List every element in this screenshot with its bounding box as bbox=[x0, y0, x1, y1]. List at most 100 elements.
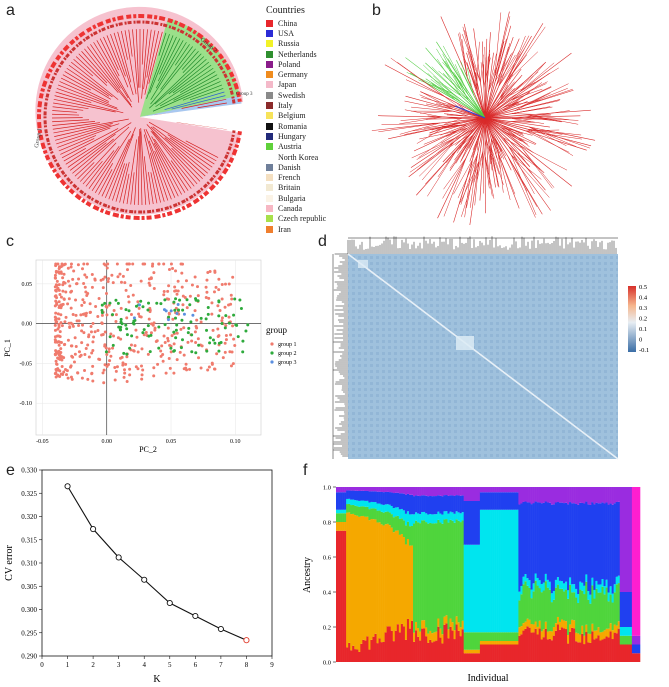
ancestry-segment bbox=[392, 508, 396, 518]
scatter-point bbox=[178, 298, 182, 302]
ancestry-segment bbox=[392, 493, 396, 509]
tree-branch bbox=[466, 153, 478, 209]
ancestry-segment bbox=[528, 580, 531, 588]
ancestry-segment bbox=[536, 487, 539, 503]
ancestry-segment bbox=[488, 492, 491, 510]
axis-ticks: -0.05 0.00 0.05 0.100.050.00-0.05-0.10 bbox=[20, 282, 241, 445]
scatter-point bbox=[54, 269, 58, 273]
tree-branch bbox=[505, 128, 530, 147]
legend-item: USA bbox=[262, 28, 342, 38]
ancestry-segment bbox=[625, 644, 629, 662]
ancestry-segment bbox=[364, 506, 367, 517]
ancestry-segment bbox=[550, 487, 554, 505]
tree-branch bbox=[510, 81, 548, 101]
ancestry-segment bbox=[498, 487, 501, 493]
tree-branch bbox=[164, 137, 208, 174]
x-tick-label: 9 bbox=[270, 661, 274, 669]
ancestry-segment bbox=[599, 584, 602, 593]
scatter-point bbox=[220, 322, 224, 326]
tree-branch bbox=[511, 113, 552, 116]
ancestry-segment bbox=[538, 628, 541, 662]
ancestry-segment bbox=[410, 494, 414, 515]
tree-branch bbox=[468, 135, 476, 149]
tree-branch bbox=[55, 91, 92, 103]
scatter-point bbox=[140, 377, 144, 381]
tree-branch bbox=[168, 61, 210, 95]
scatter-point bbox=[54, 350, 58, 354]
tree-branch bbox=[174, 44, 190, 66]
scatter-point bbox=[100, 311, 104, 315]
scatter-point bbox=[178, 350, 182, 354]
ancestry-segment bbox=[627, 627, 631, 636]
scatter-point bbox=[84, 347, 88, 351]
tree-branch bbox=[405, 57, 454, 95]
ancestry-segment bbox=[637, 635, 641, 645]
ancestry-segment bbox=[573, 620, 576, 629]
ancestry-segment bbox=[512, 487, 515, 493]
scatter-point bbox=[234, 323, 238, 327]
ancestry-segment bbox=[479, 632, 483, 641]
scatter-point bbox=[213, 341, 217, 345]
scatter-point bbox=[122, 368, 126, 372]
ancestry-segment bbox=[394, 492, 398, 508]
ancestry-segment bbox=[627, 592, 631, 627]
ancestry-segment bbox=[625, 592, 629, 627]
scatter-point bbox=[206, 306, 210, 310]
tree-branch bbox=[520, 88, 573, 108]
scatter-point bbox=[193, 275, 197, 279]
ancestry-segment bbox=[477, 544, 481, 633]
tree-branch bbox=[498, 38, 520, 87]
ancestry-segment bbox=[591, 487, 594, 503]
ancestry-segment bbox=[587, 633, 590, 643]
ancestry-segment bbox=[593, 487, 596, 505]
ancestry-segment bbox=[360, 516, 363, 644]
scatter-point bbox=[57, 323, 61, 327]
ancestry-segment bbox=[567, 643, 570, 662]
tree-branch bbox=[182, 53, 202, 73]
ancestry-segment bbox=[510, 492, 513, 510]
ancestry-segment bbox=[473, 632, 477, 650]
tree-branch bbox=[511, 118, 545, 124]
scatter-point bbox=[62, 343, 66, 347]
ancestry-segment bbox=[447, 522, 450, 630]
ancestry-segment bbox=[550, 593, 554, 603]
legend-label: China bbox=[278, 18, 298, 28]
scatter-point bbox=[66, 266, 70, 270]
ancestry-segment bbox=[370, 501, 373, 509]
scatter-point bbox=[128, 346, 132, 350]
tree-branch bbox=[158, 32, 167, 56]
scatter-point bbox=[123, 371, 127, 375]
legend-item: Poland bbox=[262, 59, 342, 69]
ancestry-segment bbox=[483, 644, 487, 662]
ancestry-segment bbox=[530, 487, 533, 505]
ancestry-segment bbox=[532, 591, 535, 625]
tree-branch bbox=[528, 126, 577, 147]
ancestry-segment bbox=[437, 519, 440, 619]
scatter-point bbox=[85, 294, 89, 298]
tree-branch bbox=[81, 51, 119, 93]
scatter-point bbox=[54, 359, 58, 363]
tree-branch bbox=[135, 29, 140, 88]
scatter-point bbox=[162, 334, 166, 338]
ancestry-segment bbox=[522, 501, 525, 577]
scatter-point bbox=[60, 303, 64, 307]
scatter-point bbox=[58, 375, 62, 379]
scatter-point bbox=[175, 358, 179, 362]
tree-branch bbox=[460, 161, 480, 203]
tree-branch bbox=[490, 138, 492, 155]
ancestry-segment bbox=[506, 492, 509, 510]
tree-branch bbox=[419, 94, 454, 110]
ancestry-segment bbox=[463, 632, 467, 650]
tree-branch bbox=[182, 84, 223, 101]
ancestry-segment bbox=[583, 594, 586, 636]
ancestry-segment bbox=[463, 544, 467, 633]
ancestry-segment bbox=[378, 510, 381, 523]
tree-branch bbox=[426, 83, 456, 101]
ancestry-segment bbox=[567, 487, 570, 505]
tree-branch bbox=[491, 133, 498, 154]
ancestry-segment bbox=[370, 639, 373, 662]
ancestry-segment bbox=[558, 621, 562, 630]
legend-item: Danish bbox=[262, 162, 342, 172]
tree-branch bbox=[509, 81, 536, 96]
ancestry-segment bbox=[577, 504, 580, 595]
